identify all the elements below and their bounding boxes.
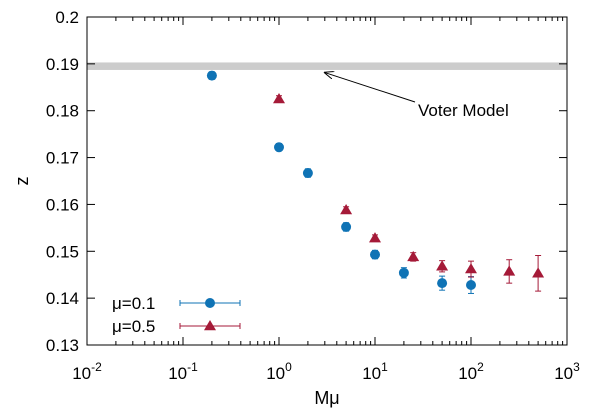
data-point (274, 142, 284, 152)
data-point (437, 278, 447, 288)
data-point (466, 280, 476, 290)
y-tick-label: 0.17 (46, 149, 79, 168)
y-axis-label: z (12, 177, 32, 186)
y-tick-label: 0.15 (46, 242, 79, 261)
y-tick-label: 0.2 (55, 8, 79, 27)
data-point (370, 250, 380, 260)
legend-label: μ=0.1 (112, 294, 155, 313)
data-point (207, 71, 217, 81)
x-axis-label: Mμ (314, 388, 339, 408)
data-point (303, 168, 313, 178)
y-tick-label: 0.13 (46, 336, 79, 355)
legend-marker (205, 298, 215, 308)
y-tick-label: 0.14 (46, 289, 79, 308)
reference-band-layer (88, 62, 567, 69)
y-tick-label: 0.16 (46, 195, 79, 214)
y-tick-label: 0.18 (46, 102, 79, 121)
y-tick-label: 0.19 (46, 55, 79, 74)
annotation-text: Voter Model (418, 101, 509, 120)
legend-label: μ=0.5 (112, 317, 155, 336)
data-point (399, 268, 409, 278)
voter-model-band (88, 62, 567, 69)
data-point (341, 222, 351, 232)
